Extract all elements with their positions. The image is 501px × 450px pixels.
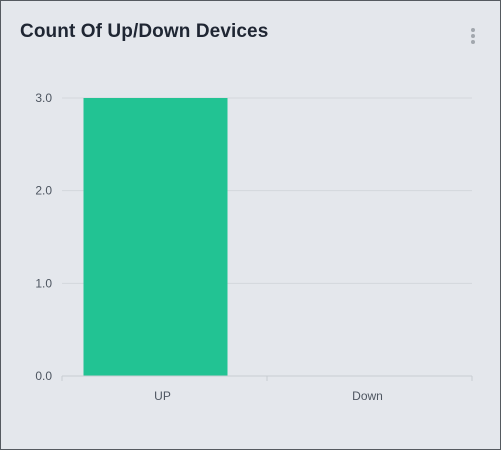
y-tick-label: 3.0 <box>35 91 52 105</box>
y-tick-label: 1.0 <box>35 276 52 290</box>
y-tick-label: 0.0 <box>35 369 52 383</box>
card-title: Count Of Up/Down Devices <box>20 21 269 42</box>
x-tick-label: UP <box>154 389 171 403</box>
y-tick-label: 2.0 <box>35 184 52 198</box>
more-vertical-icon[interactable] <box>463 25 483 45</box>
x-tick-label: Down <box>352 389 383 403</box>
y-tick-labels: 0.0 1.0 2.0 3.0 <box>35 91 52 383</box>
menu-dot <box>471 28 475 32</box>
menu-dot <box>471 34 475 38</box>
x-tick-labels: UP Down <box>154 389 383 403</box>
bar-up[interactable] <box>83 98 228 376</box>
chart-axes <box>61 375 473 381</box>
menu-dot <box>471 40 475 44</box>
chart-bars <box>83 98 228 376</box>
